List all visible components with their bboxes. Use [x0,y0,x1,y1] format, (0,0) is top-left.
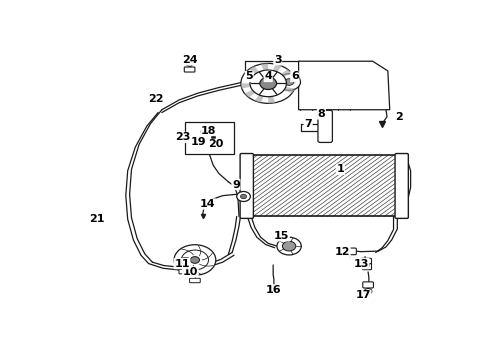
Circle shape [174,245,216,275]
Circle shape [250,70,287,97]
Text: 20: 20 [209,139,224,149]
Polygon shape [281,69,292,77]
Polygon shape [245,90,255,98]
Text: 17: 17 [355,291,371,301]
Circle shape [260,77,276,90]
FancyBboxPatch shape [395,153,408,219]
Text: 14: 14 [199,199,215,209]
Text: 23: 23 [175,132,191,143]
FancyBboxPatch shape [344,248,356,255]
Circle shape [241,63,295,103]
FancyBboxPatch shape [363,264,371,270]
FancyBboxPatch shape [190,278,200,283]
Text: 22: 22 [147,94,163,104]
Polygon shape [273,64,282,72]
FancyBboxPatch shape [318,110,332,143]
Text: 15: 15 [274,231,289,241]
Text: 8: 8 [318,109,325,119]
Bar [185,122,234,154]
Polygon shape [261,63,268,71]
Text: 16: 16 [266,285,282,295]
Polygon shape [298,61,390,110]
Polygon shape [241,84,250,89]
Circle shape [237,192,250,202]
Text: 6: 6 [291,72,299,81]
Circle shape [190,257,199,263]
Text: 24: 24 [182,55,197,65]
Text: 18: 18 [201,126,217,135]
Text: 1: 1 [337,164,344,174]
Text: 3: 3 [274,55,282,65]
Circle shape [270,286,278,291]
Text: 2: 2 [395,112,403,122]
Circle shape [285,79,294,85]
Circle shape [277,237,301,255]
Text: 12: 12 [335,247,350,257]
Circle shape [282,241,296,251]
Text: 5: 5 [245,72,253,81]
Text: 11: 11 [174,258,190,269]
FancyBboxPatch shape [184,67,195,72]
Polygon shape [254,95,264,103]
Text: 10: 10 [183,267,198,277]
Circle shape [241,194,246,199]
Text: 21: 21 [90,214,105,224]
Circle shape [364,288,372,294]
Bar [251,156,397,216]
FancyBboxPatch shape [179,269,188,274]
FancyBboxPatch shape [361,258,371,264]
Text: 13: 13 [354,258,369,269]
Text: 7: 7 [304,118,312,129]
FancyBboxPatch shape [363,282,373,288]
Text: 9: 9 [232,180,240,190]
Circle shape [278,74,300,90]
Polygon shape [286,78,295,84]
Text: 19: 19 [191,138,206,148]
FancyBboxPatch shape [240,153,253,219]
Polygon shape [284,87,294,93]
Polygon shape [268,96,275,103]
Circle shape [187,62,193,66]
Circle shape [181,250,209,270]
Polygon shape [249,66,259,74]
Text: 4: 4 [264,72,272,81]
